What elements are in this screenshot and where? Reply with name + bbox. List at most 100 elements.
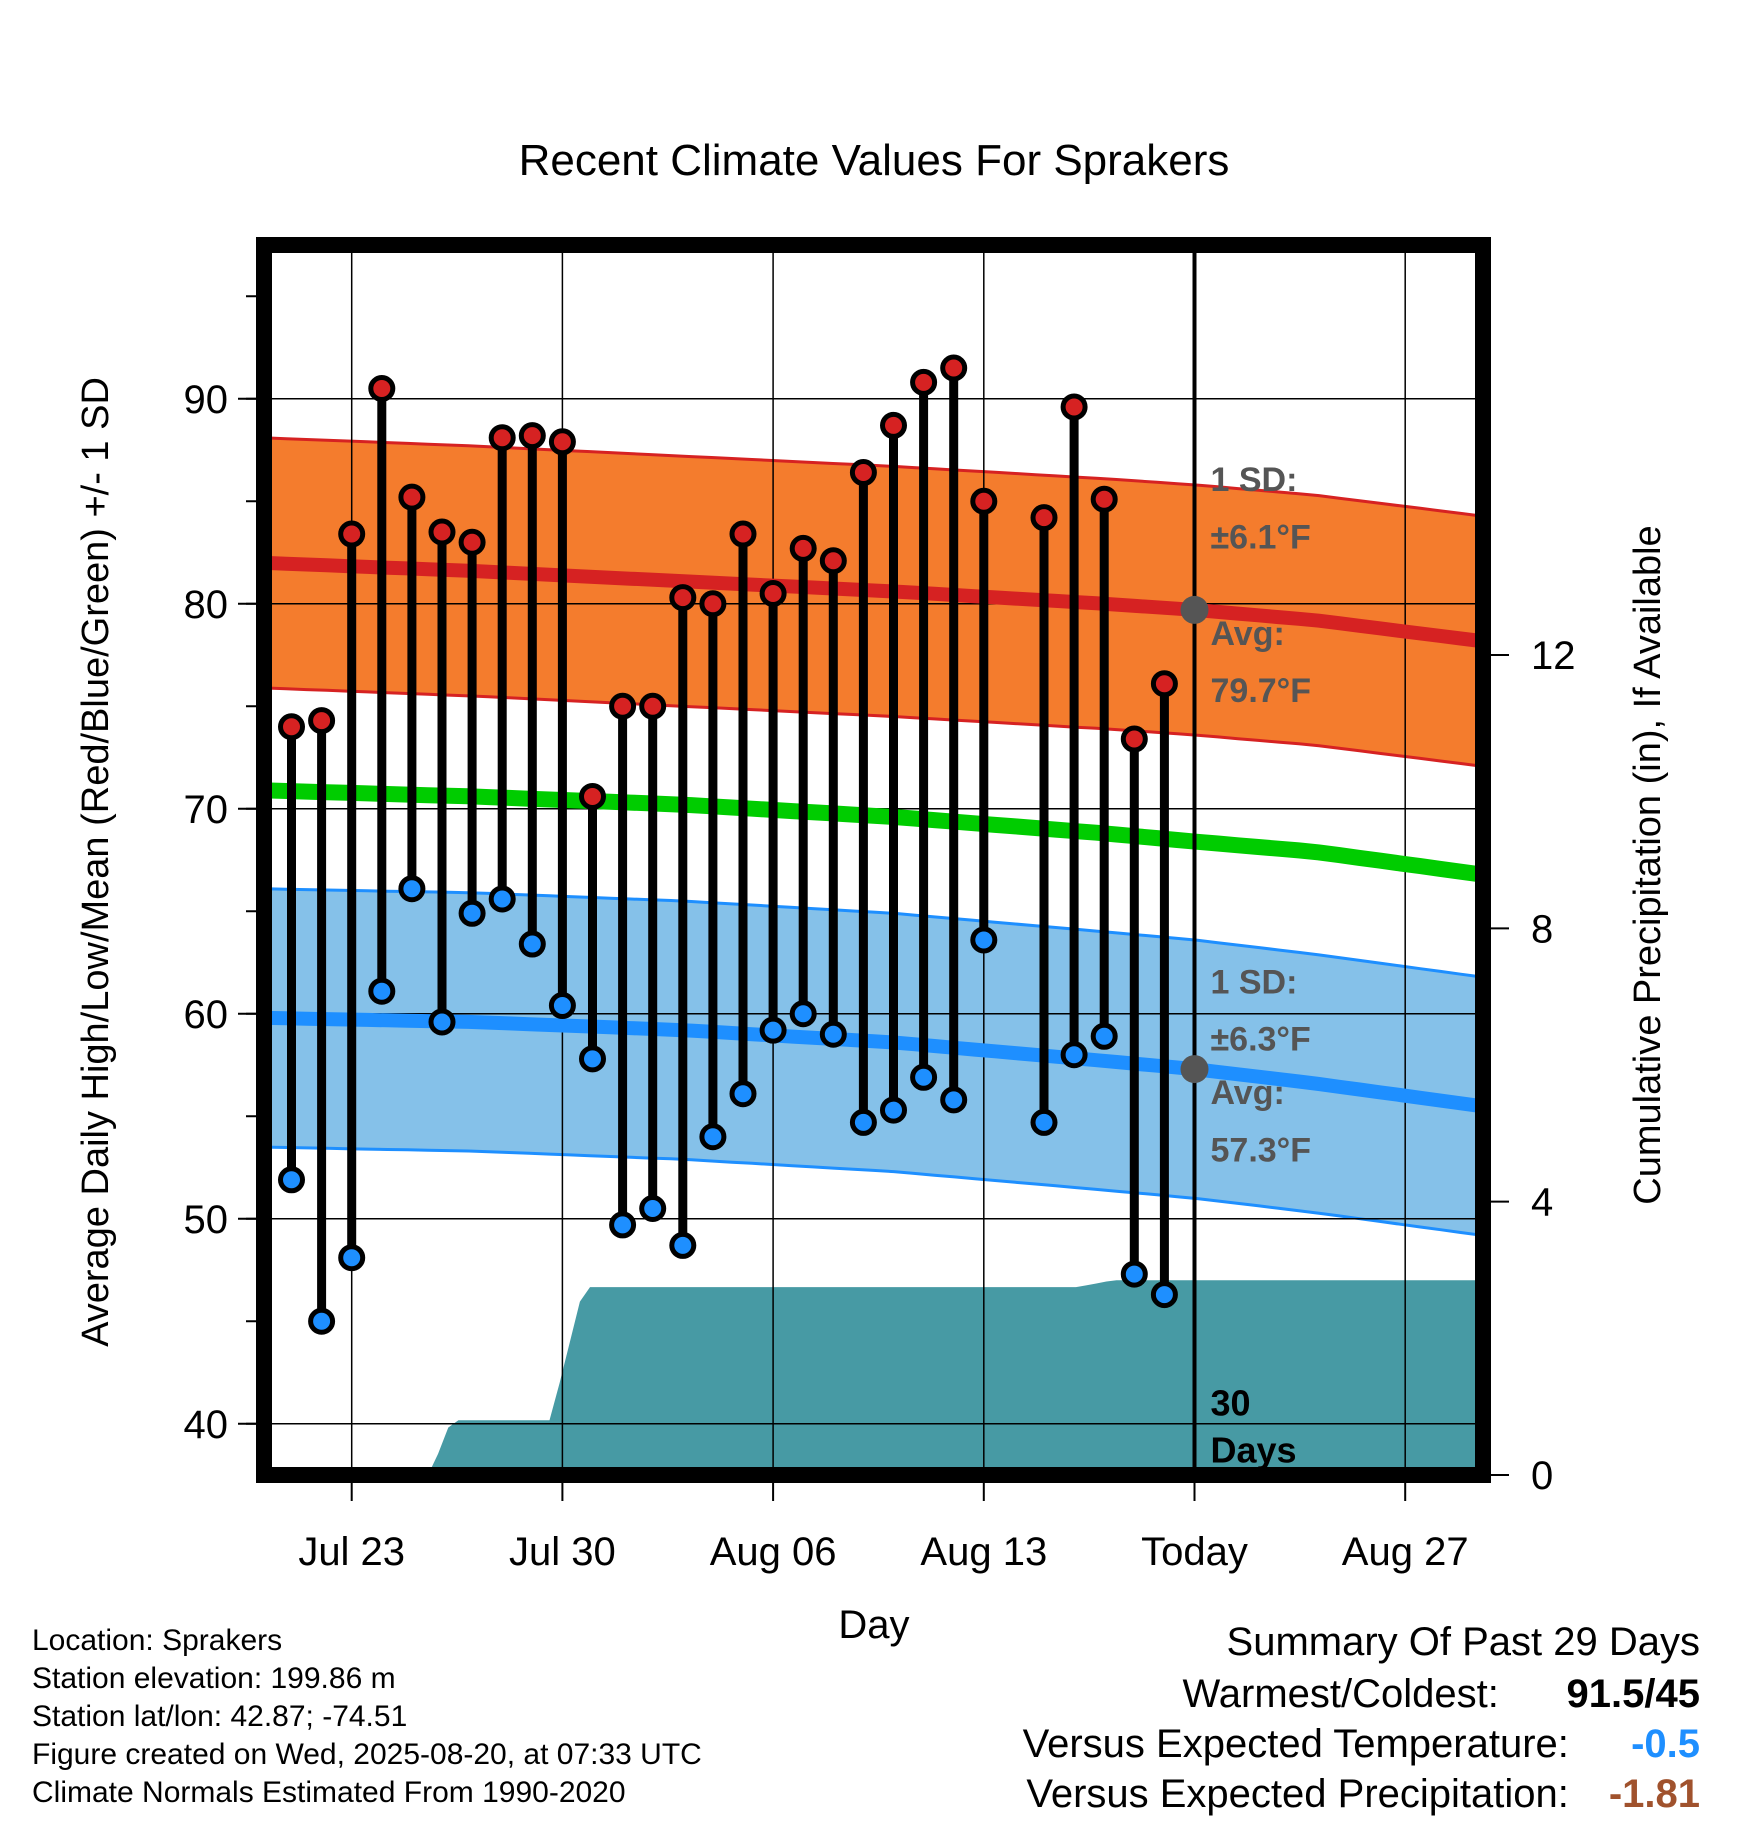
- normal-low-sd-lower: [265, 1145, 1482, 1237]
- observed-high-point: [729, 520, 757, 548]
- observed-low-point: [699, 1123, 727, 1151]
- observed-high-point: [1150, 670, 1178, 698]
- y-tick-label: 40: [184, 1403, 229, 1447]
- x-tick-label: Jul 30: [509, 1530, 616, 1574]
- observed-low-point: [488, 885, 516, 913]
- y2-tick-label: 8: [1531, 907, 1553, 951]
- today-high-avg-marker: [1180, 595, 1209, 624]
- observed-low-point: [940, 1086, 968, 1114]
- normal-low-sd-band: [266, 888, 1481, 1236]
- low-sd-value: ±6.3°F: [1211, 1021, 1311, 1059]
- precip-label: Versus Expected Precipitation:: [1026, 1772, 1569, 1816]
- observed-low-point: [910, 1063, 938, 1091]
- observed-high-point: [308, 707, 336, 735]
- observed-low-point: [1120, 1260, 1148, 1288]
- high-avg-value: 79.7°F: [1211, 672, 1312, 710]
- observed-high-point: [368, 375, 396, 402]
- observed-low-point: [669, 1231, 697, 1259]
- y-tick-label: 50: [184, 1198, 229, 1242]
- info-latlon: Station lat/lon: 42.87; -74.51: [32, 1700, 408, 1733]
- days-word-label: Days: [1211, 1430, 1297, 1471]
- low-avg-value: 57.3°F: [1211, 1131, 1312, 1169]
- high-sd-value: ±6.1°F: [1211, 518, 1311, 556]
- observed-high-point: [849, 459, 877, 487]
- today-low-avg-marker: [1180, 1055, 1209, 1084]
- precipitation-area: [266, 1280, 1481, 1475]
- observed-low-point: [1060, 1041, 1088, 1069]
- observed-high-point: [819, 547, 847, 575]
- temp-value: -0.5: [1631, 1722, 1700, 1766]
- y2-tick-label: 12: [1531, 634, 1576, 678]
- precip-value: -1.81: [1608, 1772, 1700, 1816]
- plot-frame: [256, 237, 1491, 1483]
- x-axis-label: Day: [838, 1603, 909, 1647]
- info-elevation: Station elevation: 199.86 m: [32, 1662, 396, 1695]
- observed-low-point: [278, 1166, 305, 1194]
- high-avg-label: Avg:: [1211, 615, 1285, 653]
- x-tick-label: Aug 27: [1342, 1530, 1469, 1574]
- observed-high-point: [699, 590, 727, 618]
- plot-area: 1 SD: ±6.1°F Avg: 79.7°F 1 SD: ±6.3°F Avg: 57.3…: [264, 245, 1483, 1475]
- low-sd-label: 1 SD:: [1211, 963, 1298, 1001]
- info-location: Location: Sprakers: [32, 1624, 283, 1657]
- temp-label: Versus Expected Temperature:: [1022, 1722, 1569, 1766]
- info-block: Location: Sprakers Station elevation: 19…: [32, 1622, 702, 1812]
- observed-low-point: [368, 977, 396, 1005]
- warm-cold-label: Warmest/Coldest:: [1182, 1672, 1499, 1716]
- x-tick-label: Jul 23: [298, 1530, 405, 1574]
- observed-low-point: [548, 992, 576, 1020]
- observed-high-point: [1120, 725, 1148, 753]
- observed-high-point: [398, 483, 426, 511]
- observed-high-point: [1060, 393, 1088, 421]
- observed-low-point: [639, 1195, 667, 1222]
- observed-low-point: [819, 1020, 847, 1048]
- observed-high-point: [880, 411, 907, 439]
- observed-high-point: [488, 424, 516, 452]
- info-created: Figure created on Wed, 2025-08-20, at 07…: [32, 1738, 702, 1771]
- observed-high-point: [940, 354, 968, 382]
- observed-high-point: [609, 692, 637, 720]
- observed-low-point: [518, 930, 546, 958]
- observed-high-point: [579, 782, 606, 810]
- observed-high-point: [1090, 485, 1118, 513]
- observed-low-point: [458, 899, 486, 927]
- observed-low-point: [729, 1080, 757, 1108]
- warm-cold-value: 91.5/45: [1566, 1672, 1700, 1716]
- observed-low-point: [338, 1244, 366, 1272]
- observed-low-point: [880, 1096, 907, 1124]
- observed-high-point: [1030, 504, 1058, 532]
- x-tick-label: Today: [1141, 1530, 1248, 1574]
- observed-low-point: [1090, 1022, 1118, 1050]
- observed-high-point: [789, 534, 817, 562]
- chart-title: Recent Climate Values For Sprakers: [519, 136, 1230, 185]
- summary-temp: Versus Expected Temperature: -0.5: [1023, 1722, 1700, 1767]
- observed-low-point: [609, 1211, 637, 1239]
- y-axis-label: Average Daily High/Low/Mean (Red/Blue/Gr…: [75, 377, 117, 1347]
- high-sd-label: 1 SD:: [1211, 461, 1298, 499]
- normal-low-avg-line: [265, 1010, 1482, 1114]
- y-tick-label: 80: [184, 583, 229, 627]
- low-avg-label: Avg:: [1211, 1074, 1285, 1112]
- observed-low-point: [849, 1108, 877, 1136]
- y-tick-label: 70: [184, 788, 229, 832]
- observed-high-point: [970, 487, 998, 515]
- info-normals: Climate Normals Estimated From 1990-2020: [32, 1776, 626, 1809]
- observed-high-point: [639, 692, 667, 720]
- y2-tick-label: 0: [1531, 1454, 1553, 1498]
- observed-high-point: [428, 518, 456, 546]
- observed-high-point: [458, 528, 486, 556]
- x-tick-label: Aug 13: [920, 1530, 1047, 1574]
- observed-low-point: [579, 1045, 606, 1073]
- observed-high-point: [759, 580, 787, 607]
- observed-high-point: [338, 520, 366, 548]
- observed-low-point: [308, 1307, 336, 1335]
- observed-high-point: [518, 422, 546, 450]
- observed-high-point: [910, 368, 938, 396]
- y2-axis-label: Cumulative Precipitation (in), If Availa…: [1627, 525, 1669, 1204]
- observed-low-point: [970, 926, 998, 954]
- observed-low-point: [428, 1008, 456, 1036]
- x-tick-label: Aug 06: [710, 1530, 837, 1574]
- axes: 40 50 60 70 80 90 0 4 8 12 Jul 23 Jul 30 Aug 06 Aug 1…: [184, 237, 1576, 1574]
- summary-title: Summary Of Past 29 Days: [1226, 1620, 1700, 1664]
